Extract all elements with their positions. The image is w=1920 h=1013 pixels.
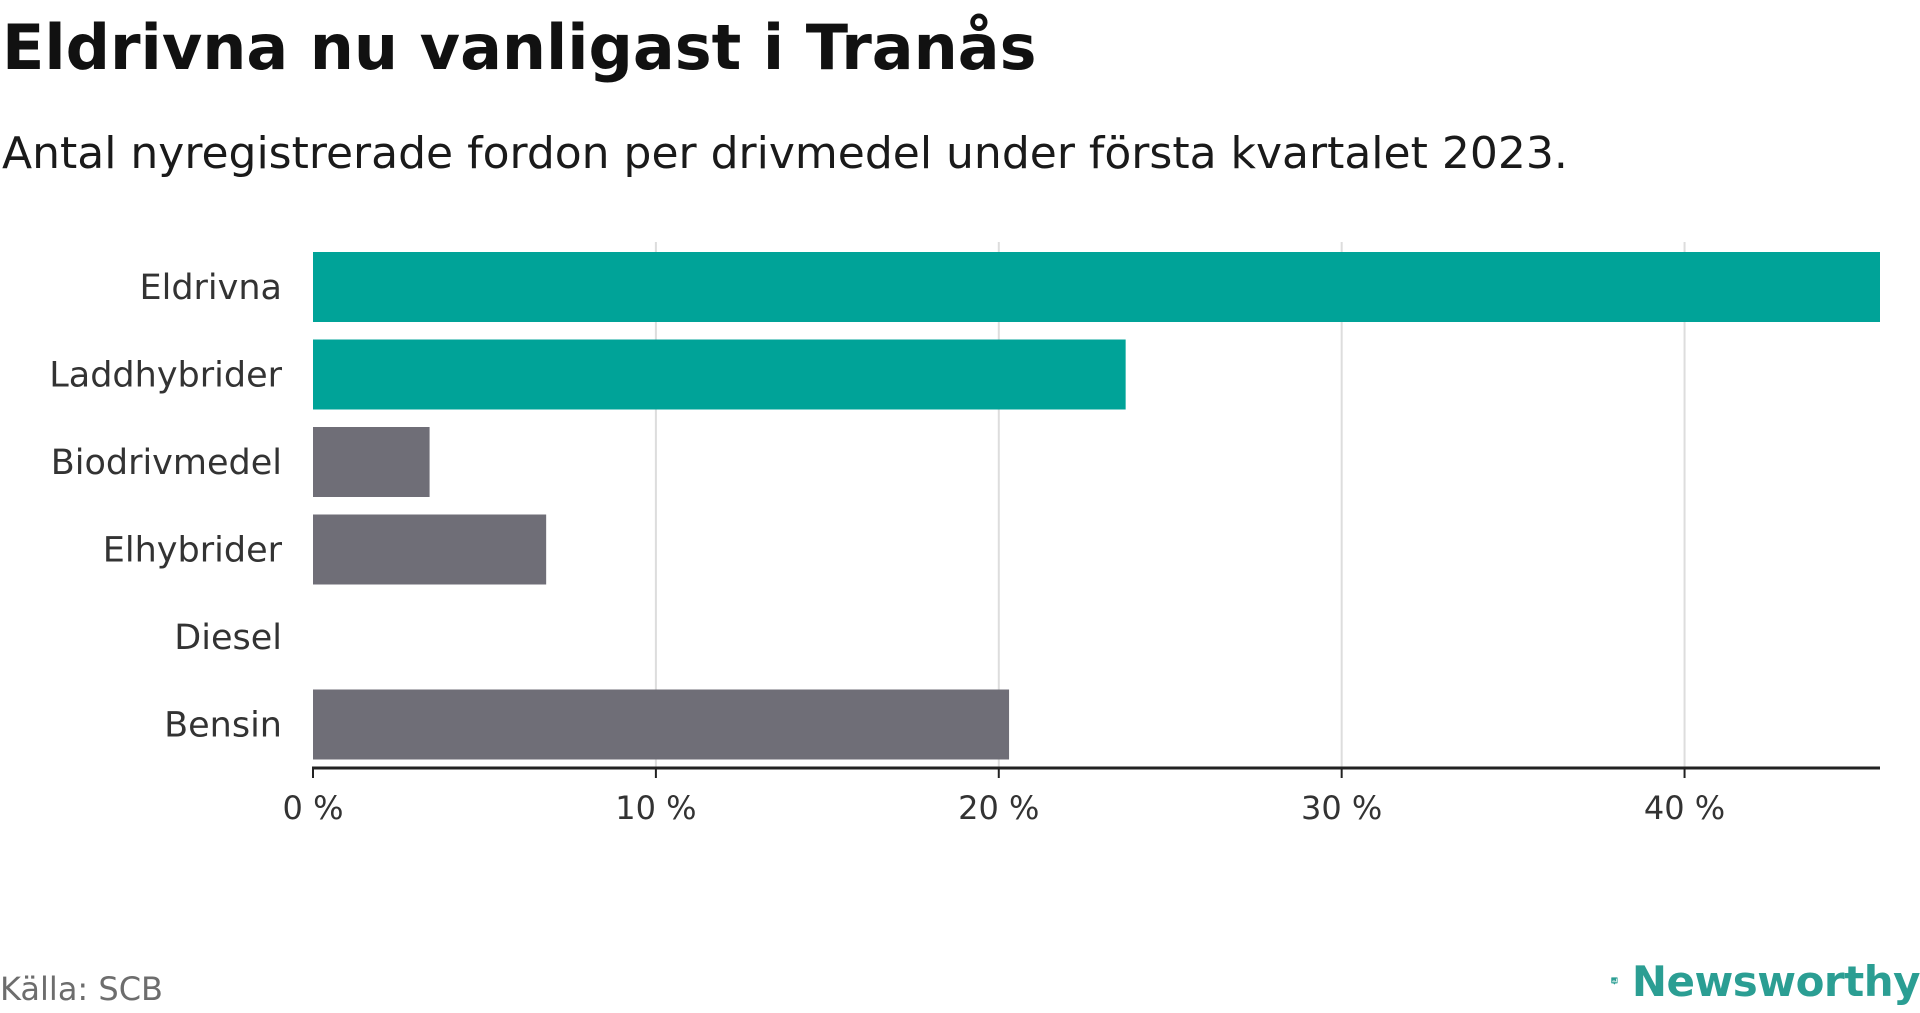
x-tick-label: 30 %: [1301, 789, 1382, 827]
x-tick-label: 40 %: [1644, 789, 1725, 827]
bar-eldrivna: [313, 252, 1880, 322]
bar-chart-logo-icon: [1611, 977, 1618, 985]
x-tick-label: 20 %: [958, 789, 1039, 827]
category-label: Laddhybrider: [49, 356, 282, 396]
category-label: Eldrivna: [139, 268, 282, 308]
chart-title: Eldrivna nu vanligast i Tranås: [2, 11, 1037, 84]
chart-subtitle: Antal nyregistrerade fordon per drivmede…: [2, 128, 1568, 179]
category-label: Diesel: [174, 618, 282, 658]
x-tick-label: 10 %: [615, 789, 696, 827]
bar-chart: Eldrivna Laddhybrider Biodrivmedel Elhybrid…: [49, 242, 1880, 827]
category-label: Bensin: [164, 706, 282, 746]
category-label: Elhybrider: [103, 531, 283, 571]
gridlines: [654, 242, 1686, 768]
x-axis: 0 % 10 % 20 % 30 % 40 %: [283, 766, 1880, 827]
bar-elhybrider: [313, 514, 547, 585]
bar-laddhybrider: [313, 339, 1126, 410]
brand-name: Newsworthy: [1631, 956, 1920, 1006]
newsworthy-logo[interactable]: Newsworthy: [1611, 949, 1920, 1013]
category-labels: Eldrivna Laddhybrider Biodrivmedel Elhybrid…: [49, 268, 282, 746]
bar-biodrivmedel: [313, 427, 430, 497]
x-tick-label: 0 %: [283, 789, 344, 827]
category-label: Biodrivmedel: [51, 443, 282, 483]
source-note: Källa: SCB: [0, 970, 163, 1008]
bars: [313, 252, 1880, 760]
bar-bensin: [313, 689, 1010, 760]
